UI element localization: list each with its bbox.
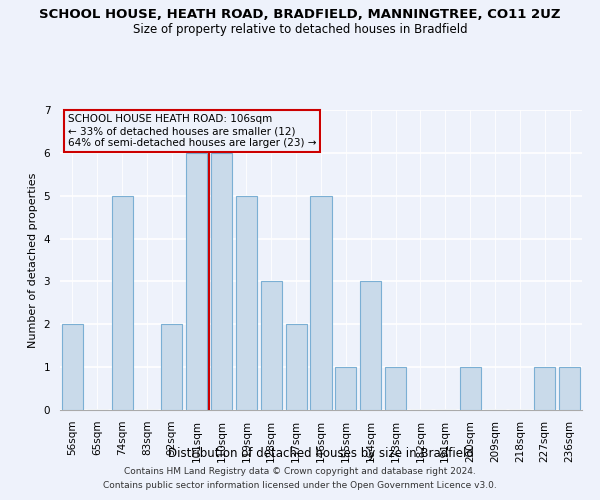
Bar	[161, 324, 182, 410]
Bar	[62, 324, 83, 410]
Bar	[385, 367, 406, 410]
Bar	[335, 367, 356, 410]
Text: Distribution of detached houses by size in Bradfield: Distribution of detached houses by size …	[168, 448, 474, 460]
Text: Contains public sector information licensed under the Open Government Licence v3: Contains public sector information licen…	[103, 481, 497, 490]
Bar	[261, 282, 282, 410]
Text: SCHOOL HOUSE, HEATH ROAD, BRADFIELD, MANNINGTREE, CO11 2UZ: SCHOOL HOUSE, HEATH ROAD, BRADFIELD, MAN…	[39, 8, 561, 20]
Bar	[236, 196, 257, 410]
Bar	[534, 367, 555, 410]
Text: SCHOOL HOUSE HEATH ROAD: 106sqm
← 33% of detached houses are smaller (12)
64% of: SCHOOL HOUSE HEATH ROAD: 106sqm ← 33% of…	[68, 114, 316, 148]
Bar	[186, 153, 207, 410]
Text: Size of property relative to detached houses in Bradfield: Size of property relative to detached ho…	[133, 22, 467, 36]
Bar	[211, 153, 232, 410]
Bar	[112, 196, 133, 410]
Bar	[286, 324, 307, 410]
Bar	[559, 367, 580, 410]
Bar	[360, 282, 381, 410]
Bar	[460, 367, 481, 410]
Bar	[310, 196, 332, 410]
Y-axis label: Number of detached properties: Number of detached properties	[28, 172, 38, 348]
Text: Contains HM Land Registry data © Crown copyright and database right 2024.: Contains HM Land Registry data © Crown c…	[124, 468, 476, 476]
